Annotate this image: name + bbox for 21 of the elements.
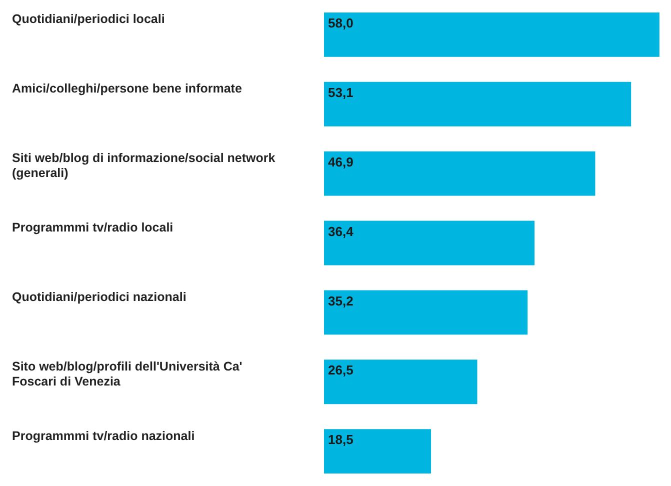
y-tick-label: Sito web/blog/profili dell'Università Ca' Foscari di Venezia [12, 359, 242, 388]
y-tick-label: Amici/colleghi/persone bene informate [12, 82, 242, 96]
y-tick-label: Quotidiani/periodici nazionali [12, 290, 186, 304]
bar [324, 12, 660, 57]
bar [324, 220, 535, 266]
data-label: 18,5 [328, 432, 354, 448]
data-label: 36,4 [328, 224, 354, 239]
y-tick-label: Quotidiani/periodici locali [12, 12, 165, 26]
bar [324, 290, 528, 335]
y-tick-label: Programmmi tv/radio nazionali [12, 428, 195, 443]
bar [324, 151, 596, 196]
data-label: 46,9 [328, 154, 354, 170]
y-tick-label: Siti web/blog di informazione/social network (generali) [12, 151, 276, 180]
data-label: 26,5 [328, 362, 354, 378]
data-label: 35,2 [328, 293, 354, 308]
bar [324, 82, 632, 126]
y-tick-label: Programmmi tv/radio locali [12, 220, 174, 234]
bar [324, 429, 431, 474]
data-label: 53,1 [328, 85, 354, 100]
data-label: 58,0 [328, 16, 354, 31]
bar [324, 360, 478, 404]
